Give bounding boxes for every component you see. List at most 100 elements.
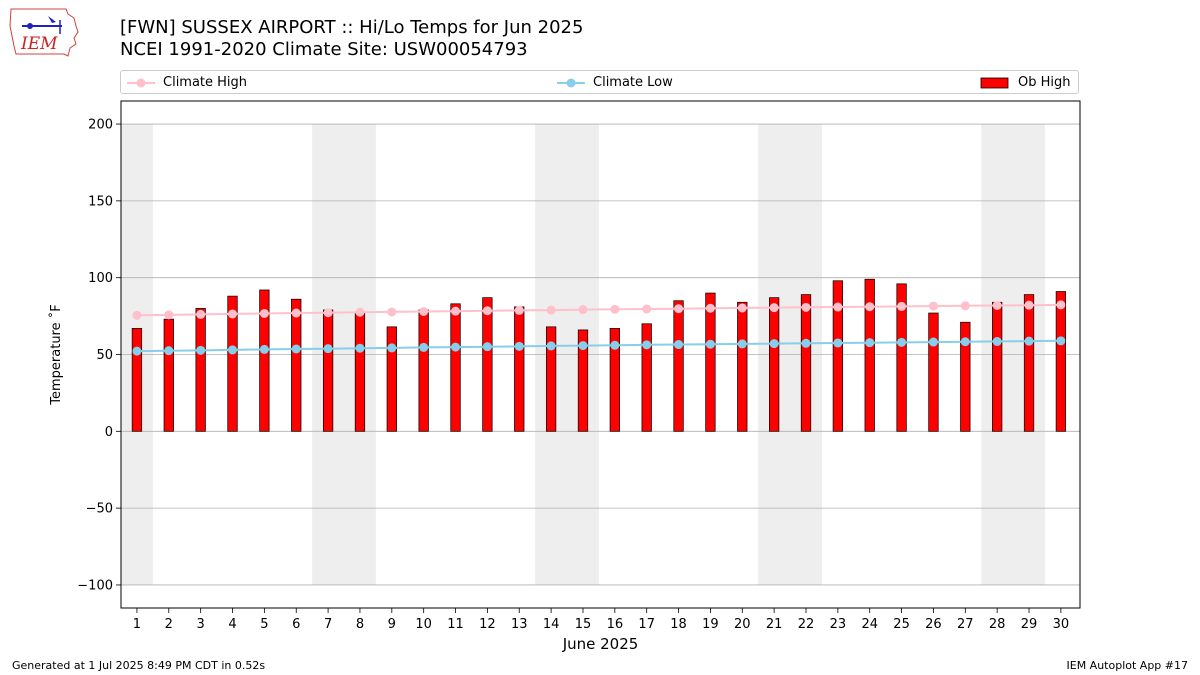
y-tick-label: 200 [88,118,113,133]
climate-low-point [451,342,461,352]
climate-high-point [196,309,206,319]
ob-high-bar [450,303,461,432]
climate-high-point [674,304,684,314]
climate-high-point [419,306,429,316]
x-tick-label: 10 [415,617,432,632]
ob-high-bar [737,301,748,432]
y-tick-label: −100 [77,578,113,593]
climate-low-point [132,346,142,356]
climate-high-point [833,302,843,312]
x-tick-label: 4 [228,617,236,632]
climate-low-line [136,339,1061,353]
x-tick-label: 29 [1021,617,1038,632]
x-tick-label: 11 [447,617,464,632]
x-tick-label: 1 [133,617,141,632]
ob-high-bar [322,309,334,432]
ob-high-bar [832,280,843,432]
ob-high-bar [1055,291,1067,432]
climate-low-point [801,338,811,348]
climate-low-point [737,339,747,349]
x-tick-label: 16 [607,617,624,632]
generated-timestamp: Generated at 1 Jul 2025 8:49 PM CDT in 0… [12,659,266,672]
legend-label-climate-low: Climate Low [593,75,673,90]
ob-high-bar [259,289,270,432]
x-tick-label: 26 [925,617,942,632]
climate-high-point [801,302,811,312]
climate-low-point [960,337,970,347]
x-tick-label: 3 [197,617,205,632]
ob-high-bar [800,294,812,432]
climate-high-point [610,304,620,314]
x-tick-label: 9 [388,617,396,632]
legend-label-climate-high: Climate High [163,75,248,90]
ob-high-bar [131,328,143,432]
x-tick-label: 21 [766,617,783,632]
iowa-state-map-logo-icon [9,8,79,57]
ob-high-bar [769,297,780,432]
x-tick-label: 14 [543,617,560,632]
climate-high-point [737,303,747,313]
climate-high-point [992,300,1002,310]
climate-high-point [705,303,715,313]
climate-low-point [387,343,397,353]
y-axis-label: Temperature ˚F [48,304,64,405]
climate-high-point [1024,300,1034,310]
climate-low-point [674,340,684,350]
ob-high-bar [354,312,366,432]
y-tick-label: 50 [96,348,113,363]
climate-high-point [865,302,875,312]
ob-high-bar [705,292,716,432]
app-credit: IEM Autoplot App #17 [1066,659,1189,672]
climate-high-point [355,307,365,317]
x-tick-label: 23 [830,617,847,632]
x-tick-label: 8 [356,617,364,632]
chart-subtitle: NCEI 1991-2020 Climate Site: USW00054793 [120,39,528,60]
x-tick-label: 5 [260,617,268,632]
x-tick-label: 30 [1053,617,1070,632]
climate-low-point [259,344,269,354]
x-tick-label: 25 [893,617,910,632]
ob-high-bar [163,318,174,432]
ob-high-bar [1023,294,1035,432]
x-tick-label: 19 [702,617,719,632]
ob-high-bar [641,323,652,432]
ob-high-bar [386,326,397,432]
ob-high-bar [896,283,907,432]
climate-high-point [164,310,174,320]
ob-high-bar [418,309,429,432]
ob-high-bar [545,326,557,432]
ob-high-bar [577,329,589,432]
x-tick-label: 13 [511,617,528,632]
ob-high-bar [482,297,493,432]
climate-low-point [482,342,492,352]
climate-low-point [1056,336,1066,346]
chart-legend: Climate High Climate Low Ob High [120,70,1079,94]
x-tick-label: 28 [989,617,1006,632]
climate-high-point [1056,300,1066,310]
climate-low-point [164,346,174,356]
ob-high-bar [864,278,875,432]
x-tick-label: 7 [324,617,332,632]
ob-high-bar [514,306,525,432]
ob-high-bar [928,312,939,432]
climate-high-point [769,303,779,313]
climate-low-point [419,342,429,352]
x-tick-label: 22 [798,617,815,632]
climate-high-point [451,306,461,316]
climate-low-point [992,336,1002,346]
climate-high-point [578,305,588,315]
climate-low-point [196,345,206,355]
x-tick-label: 18 [670,617,687,632]
x-tick-label: 12 [479,617,496,632]
climate-low-point [323,344,333,354]
climate-low-point [546,341,556,351]
climate-low-point [769,339,779,349]
y-tick-label: 150 [88,194,113,209]
climate-low-point [610,340,620,350]
climate-high-point [546,305,556,315]
climate-high-point [387,307,397,317]
climate-high-point [960,301,970,311]
iem-logo: IEM [9,8,79,57]
climate-high-point [291,308,301,318]
climate-high-point [132,310,142,320]
